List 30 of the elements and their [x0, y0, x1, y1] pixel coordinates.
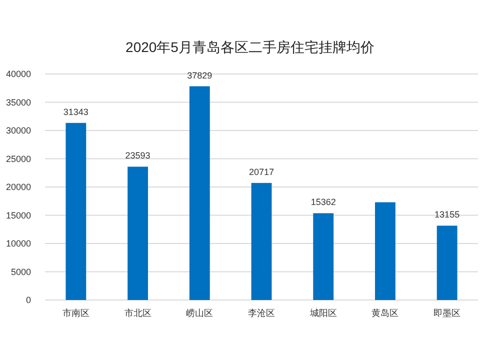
x-tick-label: 市南区: [62, 308, 90, 318]
data-label: 23593: [125, 150, 150, 161]
bar: [66, 122, 86, 300]
x-tick-label: 城阳区: [308, 308, 337, 318]
data-label: 31343: [63, 106, 88, 117]
data-label: 13155: [434, 210, 460, 220]
x-tick-label: 崂山区: [186, 308, 214, 318]
bar: [128, 166, 148, 300]
data-label: 37829: [187, 70, 212, 80]
y-tick-label: 10000: [6, 238, 31, 248]
y-tick-label: 25000: [6, 154, 31, 164]
x-tick-label: 黄岛区: [372, 308, 399, 318]
data-label: 15362: [310, 197, 336, 208]
bar: [189, 86, 210, 300]
y-tick-label: 20000: [6, 182, 31, 192]
y-tick-label: 35000: [6, 97, 31, 108]
y-tick-label: 0: [26, 295, 31, 305]
x-tick-label: 李沧区: [248, 308, 275, 318]
bar: [251, 182, 272, 300]
y-tick-label: 15000: [6, 210, 31, 220]
y-tick-label: 5000: [10, 266, 31, 277]
bar: [375, 202, 396, 300]
bar: [436, 226, 458, 300]
bar: [313, 213, 334, 300]
y-tick-label: 40000: [6, 69, 31, 79]
data-label: 20717: [248, 166, 274, 177]
x-tick-label: 即墨区: [434, 308, 461, 318]
x-tick-label: 市北区: [124, 308, 152, 318]
chart-title: 2020年5月青岛各区二手房住宅挂牌均价: [126, 39, 374, 55]
y-tick-label: 30000: [6, 126, 31, 136]
